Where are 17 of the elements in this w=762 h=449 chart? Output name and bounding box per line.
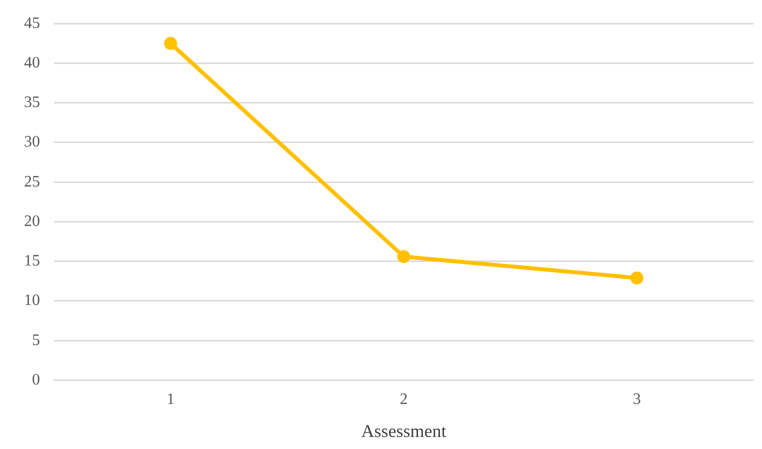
y-tick-label: 20 <box>24 212 40 230</box>
x-axis-title: Assessment <box>361 420 446 441</box>
point <box>397 250 410 264</box>
y-tick-label: 35 <box>24 94 40 112</box>
x-tick-label: 3 <box>632 391 641 408</box>
y-tick-label: 30 <box>24 134 40 151</box>
y-tick-label: 25 <box>24 173 40 190</box>
x-tick-label: 2 <box>400 391 408 408</box>
point <box>164 36 178 50</box>
y-tick-label: 15 <box>24 252 40 270</box>
y-tick-label: 5 <box>32 332 40 349</box>
y-tick-label: 10 <box>24 292 40 310</box>
y-tick-label: 45 <box>24 14 40 32</box>
y-tick-label: 40 <box>24 54 40 72</box>
y-tick-label: 0 <box>32 371 40 388</box>
x-tick-label: 1 <box>166 391 175 408</box>
point <box>630 271 644 284</box>
